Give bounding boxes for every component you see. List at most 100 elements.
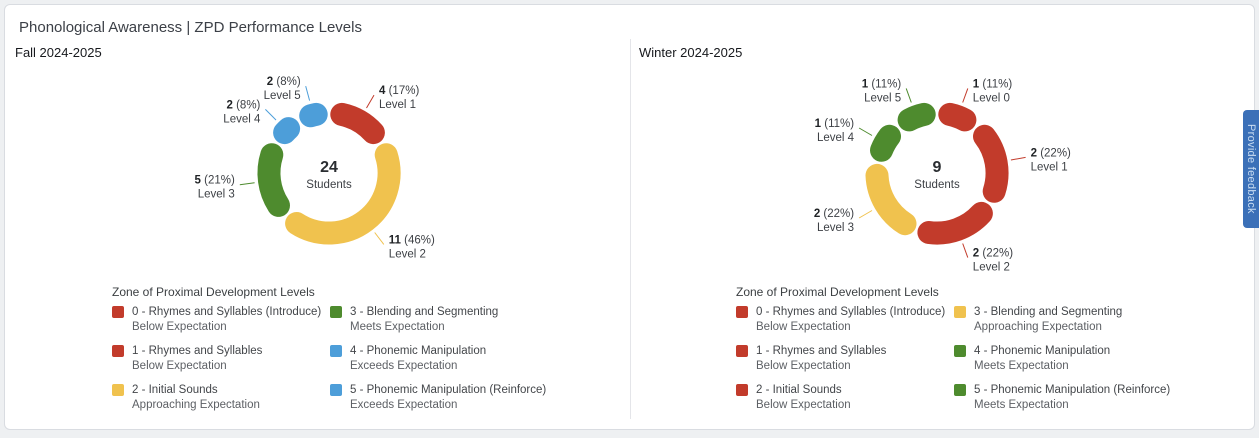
callout-value-level-5: 2 (8%) — [267, 76, 301, 88]
legend-item: 3 - Blending and Segmenting Approaching E… — [954, 305, 1170, 335]
donut-svg: 4 (17%) Level 1 11 (46%) Level 2 5 (21%) Leve… — [195, 76, 435, 260]
legend-item-text: 3 - Blending and Segmenting Approaching E… — [974, 305, 1122, 335]
legend-item-text: 3 - Blending and Segmenting Meets Expecta… — [350, 305, 498, 335]
callout-line-level-0 — [962, 88, 969, 103]
report-card: Phonological Awareness | ZPD Performance… — [4, 4, 1255, 430]
legend-item-expectation: Exceeds Expectation — [350, 360, 458, 372]
donut-center-value: 24 — [320, 159, 338, 176]
legend-fall: Zone of Proximal Development Levels 0 - … — [15, 284, 630, 413]
legend-item-name: 2 - Initial Sounds — [756, 384, 842, 396]
legend-swatch-icon — [112, 306, 124, 318]
callout-value-level-2: 2 (22%) — [973, 248, 1013, 260]
callout-line-level-2 — [962, 243, 969, 258]
panel-divider — [630, 39, 631, 419]
callout-level-level-0: Level 0 — [973, 92, 1010, 104]
callout-value-level-5: 1 (11%) — [862, 78, 902, 90]
callout-value-level-3: 2 (22%) — [814, 208, 854, 220]
donut-chart-fall: 4 (17%) Level 1 11 (46%) Level 2 5 (21%) Leve… — [15, 62, 630, 280]
callout-line-level-1 — [1010, 156, 1026, 161]
legend-item-name: 3 - Blending and Segmenting — [974, 306, 1123, 318]
legend-swatch-icon — [112, 384, 124, 396]
legend-item-expectation: Below Expectation — [756, 399, 851, 411]
legend-item-name: 5 - Phonemic Manipulation (Reinforce) — [974, 384, 1171, 396]
callout-value-level-4: 2 (8%) — [227, 99, 261, 111]
provide-feedback-button[interactable]: Provide feedback — [1243, 110, 1259, 228]
donut-segment-level-1[interactable] — [973, 124, 1009, 203]
legend-item-expectation: Below Expectation — [756, 321, 851, 333]
donut-center-label: Students — [306, 179, 352, 191]
legend-item-expectation: Meets Expectation — [974, 360, 1069, 372]
legend-item-text: 0 - Rhymes and Syllables (Introduce) Belo… — [756, 305, 945, 335]
legend-title-winter: Zone of Proximal Development Levels — [736, 285, 939, 299]
donut-segment-level-2[interactable] — [285, 143, 401, 245]
legend-item-text: 5 - Phonemic Manipulation (Reinforce) Mee… — [974, 383, 1170, 413]
donut-segment-level-4[interactable] — [870, 124, 901, 162]
legend-swatch-icon — [330, 306, 342, 318]
callout-level-level-1: Level 1 — [1031, 161, 1068, 173]
legend-item-expectation: Below Expectation — [756, 360, 851, 372]
callout-line-level-5 — [905, 88, 912, 103]
legend-swatch-icon — [954, 306, 966, 318]
donut-segment-level-1[interactable] — [330, 102, 385, 145]
legend-swatch-icon — [112, 345, 124, 357]
legend-item: 5 - Phonemic Manipulation (Reinforce) Exc… — [330, 383, 546, 413]
callout-line-level-5 — [305, 85, 311, 101]
legend-item: 5 - Phonemic Manipulation (Reinforce) Mee… — [954, 383, 1170, 413]
legend-item-name: 4 - Phonemic Manipulation — [350, 345, 487, 357]
legend-swatch-icon — [954, 384, 966, 396]
legend-item-expectation: Meets Expectation — [974, 399, 1069, 411]
legend-items-winter: 0 - Rhymes and Syllables (Introduce) Belo… — [736, 305, 1254, 413]
panels: Fall 2024-2025 4 (17%) Level 1 11 (46%) Lev… — [5, 39, 1254, 431]
donut-segment-level-0[interactable] — [938, 102, 977, 132]
legend-item-name: 0 - Rhymes and Syllables (Introduce) — [756, 306, 946, 318]
donut-svg: 1 (11%) Level 0 2 (22%) Level 1 2 (22%) Level… — [814, 78, 1071, 273]
legend-item-expectation: Approaching Expectation — [974, 321, 1102, 333]
donut-segment-level-3[interactable] — [865, 163, 917, 236]
legend-item: 0 - Rhymes and Syllables (Introduce) Belo… — [112, 305, 330, 335]
legend-item-name: 2 - Initial Sounds — [132, 384, 218, 396]
legend-item-text: 4 - Phonemic Manipulation Meets Expectati… — [974, 344, 1110, 374]
legend-item-expectation: Below Expectation — [132, 360, 227, 372]
legend-item: 4 - Phonemic Manipulation Exceeds Expecta… — [330, 344, 546, 374]
callout-level-level-4: Level 4 — [817, 132, 855, 144]
callout-value-level-3: 5 (21%) — [195, 175, 235, 187]
legend-item: 3 - Blending and Segmenting Meets Expecta… — [330, 305, 546, 335]
callout-level-level-3: Level 3 — [198, 189, 235, 201]
panel-fall: Fall 2024-2025 4 (17%) Level 1 11 (46%) Lev… — [5, 39, 630, 431]
legend-item-text: 1 - Rhymes and Syllables Below Expectatio… — [756, 344, 886, 374]
callout-level-level-2: Level 2 — [389, 248, 426, 260]
callout-level-level-3: Level 3 — [817, 222, 854, 234]
callout-value-level-1: 4 (17%) — [379, 85, 419, 97]
callout-line-level-1 — [366, 94, 375, 109]
callout-level-level-5: Level 5 — [264, 90, 301, 102]
legend-winter: Zone of Proximal Development Levels 0 - … — [639, 284, 1254, 413]
legend-swatch-icon — [736, 384, 748, 396]
callout-line-level-3 — [239, 182, 255, 186]
legend-swatch-icon — [330, 345, 342, 357]
report-title: Phonological Awareness | ZPD Performance… — [19, 19, 362, 36]
donut-segment-level-3[interactable] — [257, 143, 290, 217]
panel-winter: Winter 2024-2025 1 (11%) Level 0 2 (22%) Le… — [631, 39, 1254, 431]
donut-segment-level-5[interactable] — [299, 102, 328, 128]
donut-center-label: Students — [914, 179, 960, 191]
legend-title-fall: Zone of Proximal Development Levels — [112, 285, 315, 299]
legend-swatch-icon — [954, 345, 966, 357]
callout-line-level-4 — [858, 127, 873, 136]
donut-segment-level-4[interactable] — [273, 117, 301, 145]
callout-line-level-2 — [374, 232, 385, 245]
legend-item: 1 - Rhymes and Syllables Below Expectatio… — [112, 344, 330, 374]
legend-item-expectation: Exceeds Expectation — [350, 399, 458, 411]
donut-segment-level-2[interactable] — [917, 201, 993, 245]
legend-item-text: 1 - Rhymes and Syllables Below Expectatio… — [132, 344, 262, 374]
callout-value-level-2: 11 (46%) — [389, 234, 435, 246]
callout-line-level-4 — [265, 109, 277, 121]
legend-item-expectation: Below Expectation — [132, 321, 227, 333]
legend-items-fall: 0 - Rhymes and Syllables (Introduce) Belo… — [112, 305, 630, 413]
donut-segment-level-5[interactable] — [897, 102, 936, 132]
legend-item-text: 0 - Rhymes and Syllables (Introduce) Belo… — [132, 305, 321, 335]
donut-chart-winter: 1 (11%) Level 0 2 (22%) Level 1 2 (22%) Level… — [639, 62, 1254, 280]
legend-item-text: 5 - Phonemic Manipulation (Reinforce) Exc… — [350, 383, 546, 413]
legend-swatch-icon — [736, 345, 748, 357]
panel-title-fall: Fall 2024-2025 — [15, 45, 102, 60]
callout-level-level-4: Level 4 — [223, 113, 261, 125]
